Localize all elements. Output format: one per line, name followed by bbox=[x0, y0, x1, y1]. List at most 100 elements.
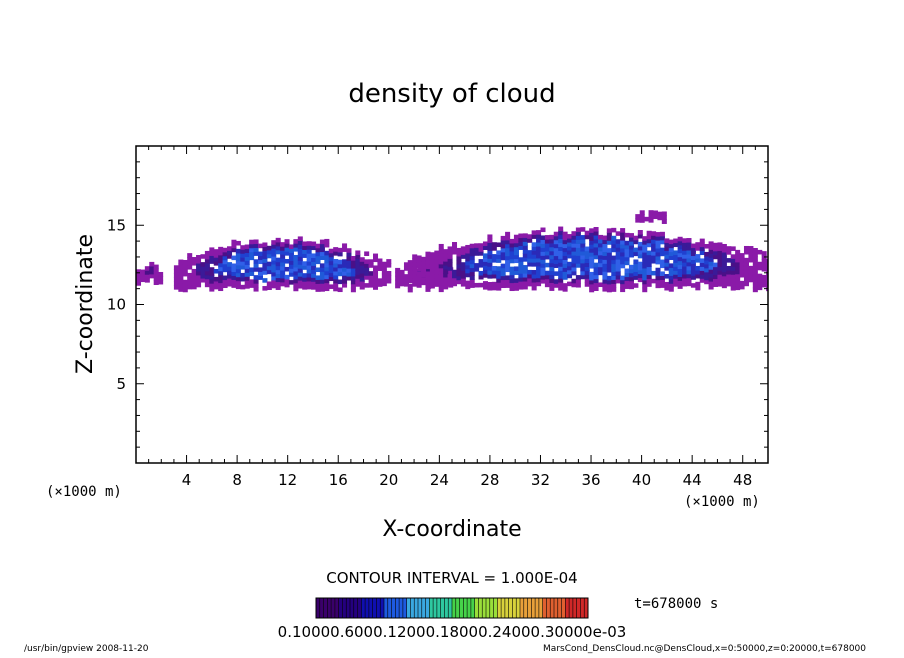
density-cell bbox=[482, 261, 488, 266]
density-cell bbox=[673, 266, 679, 271]
density-cell bbox=[721, 267, 727, 273]
density-cell bbox=[311, 265, 317, 270]
density-cell bbox=[584, 246, 590, 252]
density-cell bbox=[726, 258, 732, 263]
density-cell bbox=[580, 250, 586, 256]
density-cell bbox=[373, 285, 379, 290]
density-cell bbox=[505, 235, 511, 241]
density-cell bbox=[743, 273, 750, 279]
density-cell bbox=[558, 262, 564, 267]
density-cell bbox=[293, 274, 299, 280]
density-cell bbox=[328, 264, 334, 270]
colorbar-tick-labels: 0.10000.6000.12000.18000.24000.30000e-03 bbox=[278, 623, 627, 641]
density-cell bbox=[337, 271, 343, 277]
density-cell bbox=[664, 262, 670, 267]
density-cell bbox=[275, 261, 281, 267]
density-cell bbox=[743, 281, 750, 287]
density-cell bbox=[513, 266, 519, 271]
density-cell bbox=[222, 267, 228, 273]
density-cell bbox=[297, 236, 303, 241]
density-cell bbox=[752, 279, 758, 285]
y-tick-label: 15 bbox=[107, 216, 126, 234]
density-cell bbox=[739, 264, 745, 270]
density-cell bbox=[386, 259, 392, 264]
density-cell bbox=[522, 284, 528, 290]
density-cell bbox=[187, 284, 193, 290]
density-cell bbox=[487, 270, 493, 275]
density-cell bbox=[580, 235, 586, 240]
density-cell bbox=[602, 251, 608, 256]
density-cell bbox=[628, 237, 634, 242]
density-cell bbox=[648, 218, 654, 223]
density-cell bbox=[593, 230, 599, 236]
density-cell bbox=[558, 254, 564, 259]
density-cell bbox=[615, 278, 621, 284]
density-cell bbox=[589, 232, 595, 237]
density-cell bbox=[651, 270, 657, 276]
density-cell bbox=[620, 239, 626, 245]
density-cell bbox=[611, 259, 617, 265]
density-cell bbox=[266, 285, 272, 290]
density-cell bbox=[661, 219, 667, 224]
density-cell bbox=[717, 242, 723, 247]
density-cell bbox=[505, 247, 511, 253]
density-cell bbox=[306, 253, 312, 258]
density-cell bbox=[540, 279, 546, 284]
density-cell bbox=[673, 242, 679, 248]
density-cell bbox=[311, 245, 317, 251]
density-cell bbox=[487, 274, 493, 279]
density-cell bbox=[553, 283, 559, 288]
density-cell bbox=[682, 242, 688, 247]
colorbar-swatch bbox=[501, 598, 505, 618]
density-cell bbox=[642, 283, 648, 289]
density-cell bbox=[144, 266, 150, 271]
density-cell bbox=[602, 275, 608, 280]
colorbar-swatch bbox=[535, 598, 539, 618]
density-cell bbox=[280, 258, 286, 263]
density-cell bbox=[311, 253, 317, 259]
density-cell bbox=[297, 272, 303, 277]
density-cell bbox=[726, 281, 732, 287]
density-cell bbox=[708, 257, 714, 262]
density-cell bbox=[509, 274, 515, 280]
density-cell bbox=[240, 261, 246, 266]
density-cell bbox=[306, 264, 312, 270]
density-cell bbox=[149, 265, 155, 271]
density-cell bbox=[350, 267, 356, 273]
density-cell bbox=[651, 255, 657, 260]
density-cell bbox=[597, 250, 604, 256]
density-cell bbox=[478, 247, 484, 252]
density-cell bbox=[735, 257, 741, 263]
density-cell bbox=[319, 251, 325, 257]
density-cell bbox=[293, 239, 299, 244]
density-cell bbox=[646, 282, 652, 287]
density-cell bbox=[249, 279, 255, 284]
density-cell bbox=[717, 262, 723, 267]
density-cell bbox=[500, 235, 506, 241]
density-cell bbox=[191, 260, 197, 266]
density-cell bbox=[743, 269, 750, 275]
colorbar-swatch bbox=[550, 598, 554, 618]
density-cell bbox=[620, 236, 626, 241]
density-cell bbox=[315, 267, 321, 273]
density-cell bbox=[642, 275, 648, 281]
density-cell bbox=[381, 273, 387, 279]
density-cell bbox=[153, 280, 159, 286]
colorbar-swatch bbox=[429, 598, 434, 618]
density-cell bbox=[487, 246, 493, 251]
density-cell bbox=[302, 261, 308, 266]
density-cell bbox=[677, 260, 683, 266]
density-cell bbox=[708, 277, 714, 282]
density-cell bbox=[668, 247, 674, 253]
density-cell bbox=[231, 243, 237, 249]
density-cell bbox=[637, 253, 643, 259]
density-cell bbox=[624, 232, 630, 238]
density-cell bbox=[690, 251, 696, 257]
colorbar-swatch bbox=[406, 598, 411, 618]
density-cell bbox=[652, 210, 658, 216]
density-cell bbox=[606, 279, 612, 285]
density-cell bbox=[628, 276, 634, 282]
density-cell bbox=[633, 239, 639, 245]
density-cell bbox=[571, 278, 577, 284]
